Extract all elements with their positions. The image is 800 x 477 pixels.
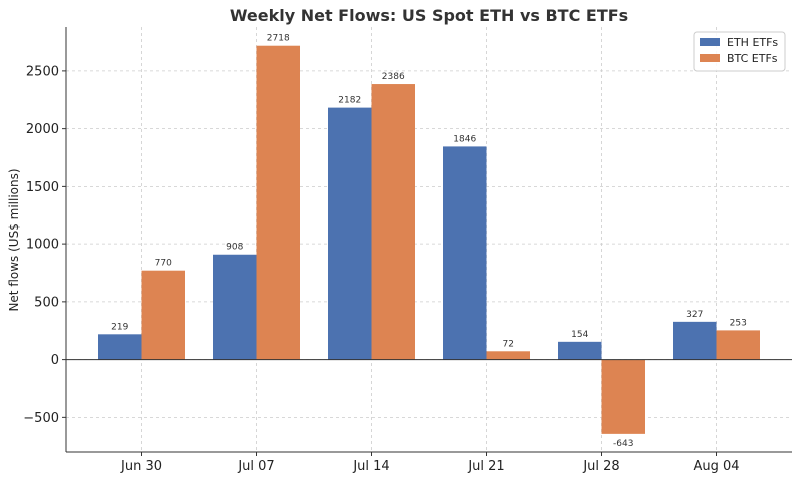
legend-label-eth: ETH ETFs [727, 36, 778, 49]
eth-data-label: 154 [571, 330, 588, 340]
x-tick-label: Jul 28 [582, 459, 619, 474]
btc-data-label: 2718 [267, 34, 290, 44]
btc-data-label: 2386 [382, 72, 405, 82]
btc-bar [486, 351, 530, 360]
axes: −500 0 500 1000 1500 2000 2500 Jun 30 Jul 07 Jul … [23, 27, 792, 474]
eth-bar [98, 334, 142, 360]
y-tick-label: −500 [23, 411, 59, 426]
btc-bar [256, 45, 300, 360]
x-tick-label: Jul 07 [237, 459, 274, 474]
y-tick-label: 2000 [26, 122, 59, 137]
legend-swatch-eth [700, 38, 720, 46]
bars [98, 45, 760, 434]
eth-bar [443, 146, 487, 360]
legend: ETH ETFs BTC ETFs [693, 31, 786, 72]
gridlines [66, 27, 792, 452]
legend-label-btc: BTC ETFs [727, 52, 778, 65]
chart-title: Weekly Net Flows: US Spot ETH vs BTC ETF… [230, 6, 628, 25]
btc-bar [601, 359, 645, 434]
y-tick-label: 500 [34, 295, 59, 310]
x-tick-label: Jul 14 [352, 459, 389, 474]
y-axis-label: Net flows (US$ millions) [7, 168, 21, 311]
eth-bar [213, 254, 257, 360]
x-tick-label: Jun 30 [120, 459, 162, 474]
eth-data-label: 219 [111, 322, 128, 332]
eth-bar [328, 107, 372, 360]
btc-data-label: 253 [730, 318, 747, 328]
btc-bar [141, 270, 185, 360]
eth-data-label: 1846 [453, 134, 476, 144]
eth-data-label: 908 [226, 243, 243, 253]
eth-data-label: 2182 [338, 96, 361, 106]
btc-bar [716, 330, 760, 360]
btc-data-label: -643 [613, 439, 633, 449]
x-tick-label: Jul 21 [467, 459, 504, 474]
eth-bar [673, 321, 717, 360]
legend-swatch-btc [700, 54, 720, 62]
y-tick-label: 1500 [26, 180, 59, 195]
btc-bar [371, 84, 415, 360]
eth-data-label: 327 [686, 310, 703, 320]
eth-bar [558, 341, 602, 360]
data-labels: 219 908 2182 1846 154 327 770 2718 2386 72 -643 253 [111, 34, 747, 449]
y-tick-label: 0 [51, 353, 59, 368]
y-tick-label: 1000 [26, 238, 59, 253]
x-tick-label: Aug 04 [693, 459, 739, 474]
btc-data-label: 72 [503, 339, 514, 349]
btc-data-label: 770 [155, 259, 172, 269]
y-tick-label: 2500 [26, 64, 59, 79]
